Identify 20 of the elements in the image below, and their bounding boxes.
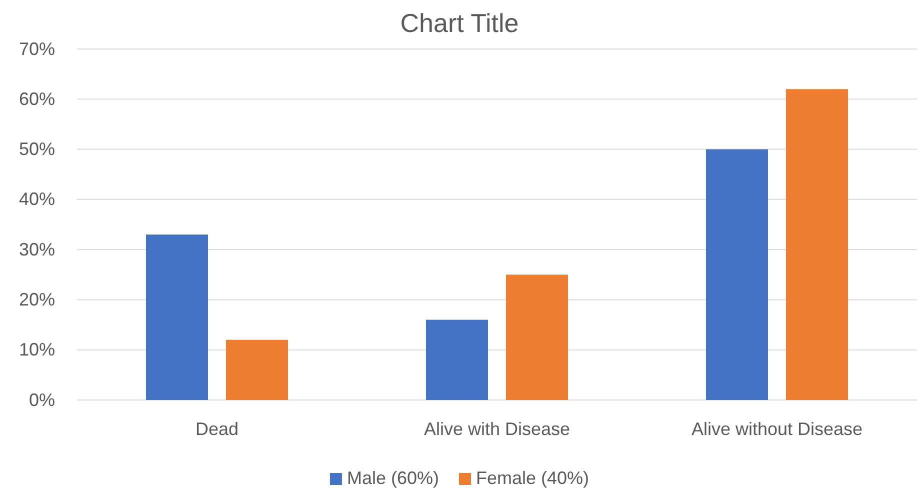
legend-label: Female (40%) (476, 468, 590, 488)
y-tick-label: 40% (18, 189, 55, 210)
x-tick-label: Alive without Disease (691, 418, 863, 439)
bar (146, 234, 208, 400)
y-tick-label: 70% (18, 38, 55, 59)
bar (786, 89, 848, 400)
bar (506, 274, 568, 400)
y-tick-label: 50% (18, 139, 55, 160)
bar (706, 149, 768, 400)
y-tick-label: 60% (18, 88, 55, 109)
x-tick-label: Dead (195, 418, 239, 439)
y-tick-label: 0% (28, 390, 55, 410)
bar (426, 320, 488, 400)
y-tick-label: 20% (18, 289, 55, 310)
y-tick-label: 30% (18, 239, 55, 260)
x-tick-label: Alive with Disease (424, 418, 570, 439)
y-tick-label: 10% (18, 340, 55, 360)
bar (226, 340, 288, 400)
chart-title: Chart Title (400, 8, 519, 38)
legend-label: Male (60%) (346, 468, 439, 488)
